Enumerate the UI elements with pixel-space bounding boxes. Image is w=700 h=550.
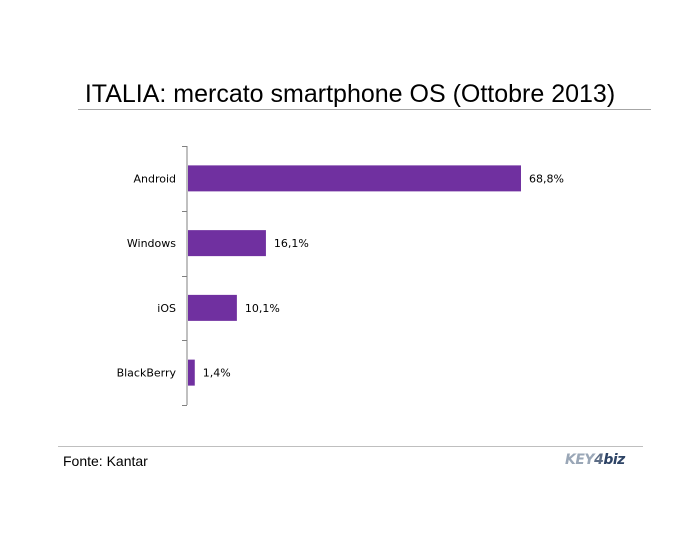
key4biz-logo: KEY4biz	[565, 452, 640, 472]
bar-windows	[188, 230, 266, 257]
data-label-android: 68,8%	[529, 172, 564, 185]
bar-blackberry	[188, 359, 195, 386]
bar-android	[188, 165, 521, 192]
source-label: Fonte: Kantar	[63, 453, 148, 469]
logo-part-biz: biz	[603, 452, 625, 468]
data-label-ios: 10,1%	[245, 302, 280, 315]
footer-divider	[58, 446, 643, 447]
category-label-windows: Windows	[127, 237, 176, 250]
category-label-android: Android	[133, 172, 176, 185]
category-label-blackberry: BlackBerry	[117, 367, 177, 380]
logo-part-4: 4	[594, 452, 604, 468]
data-label-blackberry: 1,4%	[203, 367, 231, 380]
logo-part-key: KEY	[565, 452, 595, 468]
title-divider	[78, 109, 651, 110]
data-label-windows: 16,1%	[274, 237, 309, 250]
chart-title: ITALIA: mercato smartphone OS (Ottobre 2…	[84, 80, 616, 108]
bar-ios	[188, 294, 237, 321]
category-label-ios: iOS	[157, 302, 176, 315]
